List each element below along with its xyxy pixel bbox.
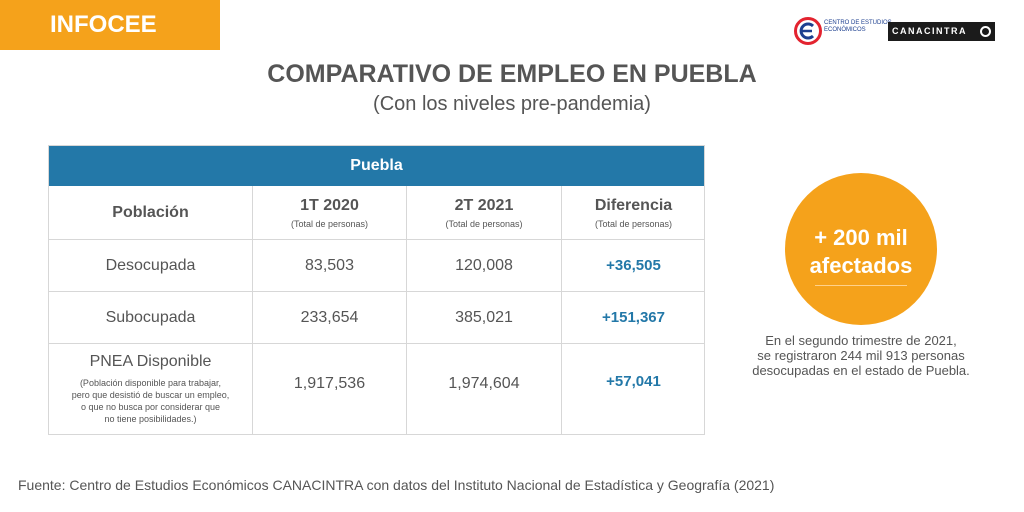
column-header-note: (Total de personas)	[594, 218, 673, 229]
cee-logo-line-1: CENTRO DE ESTUDIOS	[824, 20, 892, 26]
row-divider	[49, 343, 704, 344]
table-cell-1t2020: 1,917,536	[293, 375, 366, 392]
column-header-note: (Total de personas)	[445, 218, 523, 229]
infocee-tag: INFOCEE	[0, 0, 220, 50]
table-row-subocupada-label: Subocupada	[105, 308, 196, 326]
side-note-line: se registraron 244 mil 913 personas	[757, 348, 965, 363]
table-region-header: Puebla	[49, 146, 704, 186]
column-divider	[252, 186, 253, 434]
column-header-1t-2020: 1T 2020 (Total de personas)	[253, 186, 406, 239]
cee-logo-icon	[794, 17, 822, 45]
row-name: PNEA Disponible	[89, 353, 212, 370]
table-cell-2t2021: 385,021	[455, 308, 513, 326]
column-header-diferencia: Diferencia (Total de personas)	[562, 186, 705, 239]
source-footnote: Fuente: Centro de Estudios Económicos CA…	[18, 477, 775, 493]
cee-logo-line-2: ECONÓMICOS	[824, 26, 866, 33]
canacintra-mark-icon	[980, 26, 991, 37]
page-subtitle: (Con los niveles pre-pandemia)	[373, 93, 651, 115]
row-divider	[49, 239, 704, 240]
row-note-line: pero que desistió de buscar un empleo,	[71, 390, 230, 400]
row-note-line: (Población disponible para trabajar,	[79, 378, 222, 388]
table-cell-diferencia: +151,367	[602, 309, 665, 326]
employment-table: Puebla Población 1T 2020 (Total de perso…	[48, 145, 705, 435]
column-divider	[561, 186, 562, 434]
row-divider	[49, 291, 704, 292]
column-header-note: (Total de personas)	[290, 218, 369, 229]
highlight-line-2: afectados	[809, 253, 913, 278]
highlight-line-1: + 200 mil	[814, 225, 908, 250]
highlight-divider	[815, 285, 907, 286]
table-cell-2t2021: 1,974,604	[448, 375, 520, 392]
table-cell-1t2020: 83,503	[305, 256, 354, 274]
canacintra-logo-text: CANACINTRA	[892, 26, 967, 36]
column-header-2t-2021: 2T 2021 (Total de personas)	[407, 186, 561, 239]
page-title: COMPARATIVO DE EMPLEO EN PUEBLA	[267, 60, 757, 88]
table-row-desocupada-label: Desocupada	[105, 256, 196, 274]
column-header-label: 2T 2021	[454, 196, 514, 214]
column-header-poblacion: Población	[49, 186, 252, 239]
column-header-label: 1T 2020	[300, 196, 359, 214]
side-note-line: En el segundo trimestre de 2021,	[765, 333, 957, 348]
table-cell-1t2020: 233,654	[300, 308, 359, 326]
side-note: En el segundo trimestre de 2021, se regi…	[733, 333, 989, 378]
side-note-line: desocupadas en el estado de Puebla.	[752, 363, 970, 378]
column-divider	[406, 186, 407, 434]
table-row-pnea-label: PNEA Disponible (Población disponible pa…	[49, 344, 252, 434]
table-cell-diferencia: +57,041	[606, 372, 661, 390]
row-note-line: no tiene posibilidades.)	[104, 414, 197, 424]
table-cell-diferencia: +36,505	[606, 257, 661, 274]
row-note: (Población disponible para trabajar, per…	[72, 377, 230, 425]
table-cell-2t2021: 120,008	[455, 256, 513, 274]
column-header-label: Población	[112, 203, 189, 221]
canacintra-logo: CANACINTRA	[888, 22, 995, 41]
affected-highlight-badge: + 200 mil afectados	[785, 173, 937, 325]
column-header-label: Diferencia	[594, 196, 673, 214]
cee-logo: CENTRO DE ESTUDIOS ECONÓMICOS	[793, 14, 892, 50]
row-note-line: o que no busca por considerar que	[80, 402, 221, 412]
